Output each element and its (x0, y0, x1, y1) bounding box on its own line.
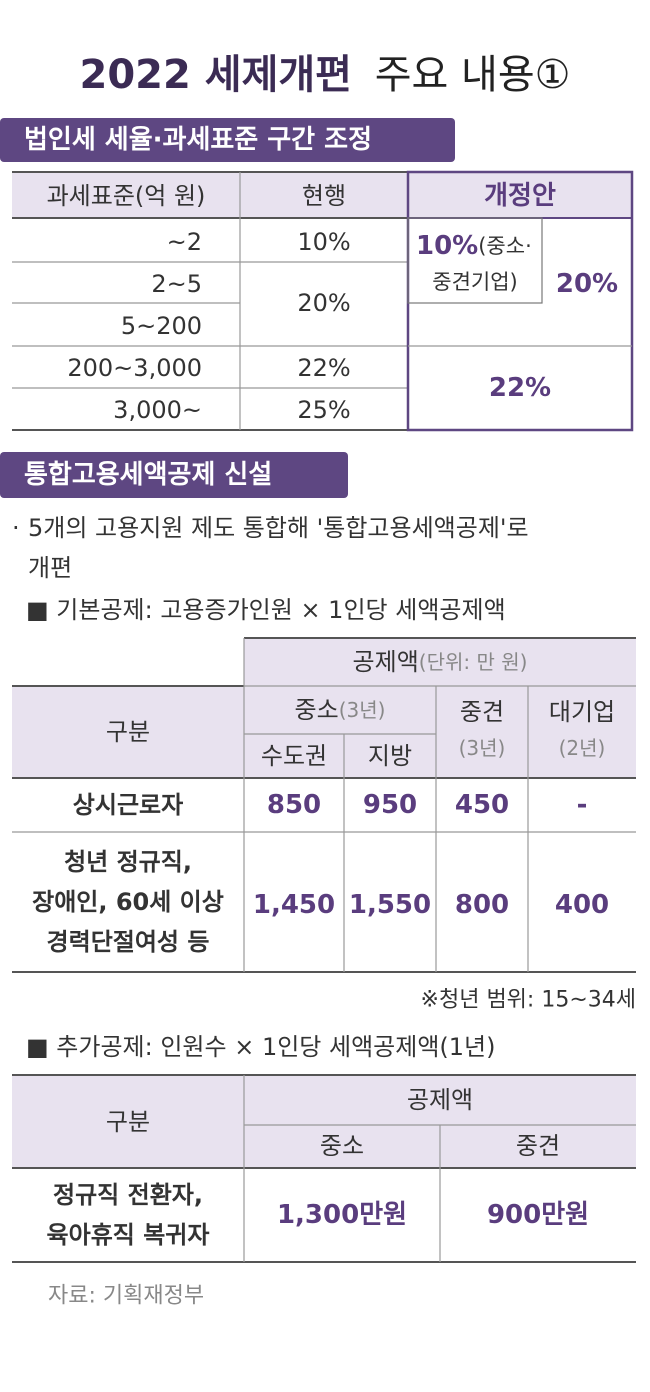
header-bg (408, 172, 632, 218)
cell-value: 1,450 (253, 890, 335, 920)
section-heading-bg (0, 452, 348, 498)
bracket: 3,000~ (113, 396, 202, 424)
column-header: 현행 (302, 182, 346, 210)
row-label: 상시근로자 (73, 791, 183, 819)
bullet: · (12, 514, 20, 542)
table-header: 공제액(단위: 만 원) (353, 648, 528, 676)
revised-rate: 10% (416, 231, 478, 261)
header-bg (12, 686, 244, 778)
note: ※청년 범위: 15~34세 (421, 988, 636, 1013)
cell-value: 900만원 (487, 1200, 589, 1230)
row-label: 청년 정규직, (64, 848, 192, 876)
group-header: 중소(3년) (295, 696, 386, 724)
cell-value: - (577, 790, 588, 820)
cell-value: 950 (363, 790, 417, 820)
header-bg (12, 1075, 636, 1168)
cell-value: 800 (455, 890, 509, 920)
current-rate: 22% (297, 354, 350, 382)
row-label: 경력단절여성 등 (47, 928, 210, 956)
group-period: (3년) (339, 698, 386, 722)
sub-header: 수도권 (261, 742, 327, 770)
section-heading-bg (0, 118, 455, 162)
cell-value: 400 (555, 890, 609, 920)
subheading: ■ 추가공제: 인원수 × 1인당 세액공제액(1년) (26, 1033, 495, 1061)
bracket: 5~200 (121, 312, 202, 340)
header-text: 공제액 (353, 648, 419, 676)
sub-header: 지방 (368, 742, 412, 770)
subheading: ■ 기본공제: 고용증가인원 × 1인당 세액공제액 (26, 596, 506, 624)
header-bg (244, 638, 636, 778)
row-header: 구분 (106, 1108, 150, 1136)
title-rest: 주요 내용① (375, 52, 571, 98)
group-name: 중소 (295, 696, 339, 724)
revised-rate: 22% (489, 373, 551, 403)
group-name: 대기업 (549, 698, 615, 726)
bracket: 2~5 (151, 270, 202, 298)
column-header: 과세표준(억 원) (47, 182, 206, 210)
table-header: 공제액 (407, 1086, 473, 1114)
revised-note: (중소· (478, 234, 532, 258)
current-rate: 10% (297, 228, 350, 256)
group-period: (2년) (559, 736, 606, 760)
group-period: (3년) (459, 736, 506, 760)
header-bg (12, 172, 408, 218)
title: 2022 세제개편 주요 내용① (80, 52, 571, 98)
current-rate: 25% (297, 396, 350, 424)
group-name: 중견 (460, 698, 504, 726)
cell-value: 1,300만원 (277, 1200, 407, 1230)
row-header: 구분 (106, 718, 150, 746)
cell-value: 450 (455, 790, 509, 820)
section-heading: 통합고용세액공제 신설 (24, 460, 272, 490)
column-header: 중견 (516, 1132, 560, 1160)
column-header: 중소 (320, 1132, 364, 1160)
revised-rate: 20% (556, 269, 618, 299)
revised-small: 10%(중소· (416, 231, 532, 261)
section-heading: 법인세 세율·과세표준 구간 조정 (24, 125, 372, 155)
row-label: 육아휴직 복귀자 (47, 1221, 210, 1249)
revised-note: 중견기업) (432, 270, 517, 294)
bracket: ~2 (167, 228, 202, 256)
unit: (단위: 만 원) (419, 650, 528, 674)
bullet-text: 개편 (28, 554, 72, 582)
cell-value: 1,550 (349, 890, 431, 920)
bracket: 200~3,000 (67, 354, 202, 382)
row-label: 정규직 전환자, (53, 1181, 203, 1209)
title-bold: 2022 세제개편 (80, 52, 352, 98)
column-header: 개정안 (484, 181, 556, 211)
border (407, 217, 543, 304)
source: 자료: 기획재정부 (48, 1284, 204, 1309)
current-rate: 20% (297, 289, 350, 317)
bullet-text: 5개의 고용지원 제도 통합해 '통합고용세액공제'로 (28, 514, 529, 542)
cell-value: 850 (267, 790, 321, 820)
row-label: 장애인, 60세 이상 (32, 888, 224, 916)
